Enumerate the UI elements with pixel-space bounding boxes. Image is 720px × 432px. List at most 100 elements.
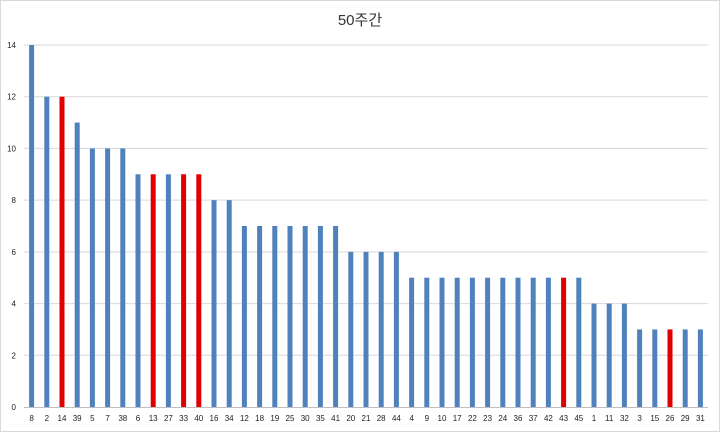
x-tick-label: 24 [498, 414, 507, 423]
x-tick-label: 2 [45, 414, 50, 423]
x-tick-label: 16 [210, 414, 219, 423]
x-tick-label: 36 [514, 414, 523, 423]
bar [89, 148, 95, 407]
bar [378, 251, 384, 407]
bar [621, 303, 627, 407]
x-tick-label: 40 [194, 414, 203, 423]
x-tick-label: 25 [286, 414, 295, 423]
bar [105, 148, 111, 407]
y-tick-label: 6 [12, 248, 17, 257]
bar [363, 251, 369, 407]
bar [530, 277, 536, 407]
x-tick-label: 29 [681, 414, 690, 423]
bar [637, 329, 643, 407]
x-tick-label: 8 [29, 414, 34, 423]
bar [348, 251, 354, 407]
x-tick-label: 13 [149, 414, 158, 423]
x-tick-label: 12 [240, 414, 249, 423]
x-tick-label: 41 [331, 414, 340, 423]
x-tick-label: 39 [73, 414, 82, 423]
x-tick-label: 3 [637, 414, 642, 423]
bar-highlighted [196, 174, 202, 407]
y-tick-label: 0 [12, 403, 17, 412]
bar [500, 277, 506, 407]
bar [317, 226, 323, 407]
x-tick-label: 20 [346, 414, 355, 423]
bar [591, 303, 597, 407]
x-tick-label: 26 [666, 414, 675, 423]
x-tick-label: 7 [105, 414, 110, 423]
bar [120, 148, 126, 407]
x-tick-label: 17 [453, 414, 462, 423]
bar [226, 200, 232, 407]
bar [652, 329, 658, 407]
x-tick-label: 32 [620, 414, 629, 423]
y-tick-label: 14 [7, 41, 16, 50]
chart-title: 50주간 [338, 12, 382, 29]
bar-highlighted [561, 277, 567, 407]
x-tick-label: 33 [179, 414, 188, 423]
x-tick-label: 38 [118, 414, 127, 423]
bar [241, 226, 247, 407]
y-tick-label: 10 [7, 144, 16, 153]
x-tick-label: 45 [574, 414, 583, 423]
bar [393, 251, 399, 407]
bar [439, 277, 445, 407]
bar [697, 329, 703, 407]
x-tick-label: 43 [559, 414, 568, 423]
bar [29, 45, 35, 407]
bar [165, 174, 171, 407]
x-tick-label: 9 [425, 414, 430, 423]
x-tick-label: 5 [90, 414, 95, 423]
x-tick-label: 1 [592, 414, 597, 423]
bar [424, 277, 430, 407]
bar [272, 226, 278, 407]
bar [485, 277, 491, 407]
bar [515, 277, 521, 407]
bar [682, 329, 688, 407]
bar [409, 277, 415, 407]
x-tick-label: 19 [270, 414, 279, 423]
bar [454, 277, 460, 407]
bar-highlighted [59, 96, 65, 407]
x-tick-label: 14 [58, 414, 67, 423]
x-tick-label: 21 [362, 414, 371, 423]
x-tick-label: 27 [164, 414, 173, 423]
bar [211, 200, 217, 407]
bar [606, 303, 612, 407]
x-tick-label: 30 [301, 414, 310, 423]
bar [302, 226, 308, 407]
x-tick-label: 44 [392, 414, 401, 423]
x-tick-label: 6 [136, 414, 141, 423]
bar [74, 122, 80, 408]
x-tick-label: 4 [409, 414, 414, 423]
x-tick-label: 18 [255, 414, 264, 423]
bar [576, 277, 582, 407]
bar-highlighted [181, 174, 187, 407]
x-tick-label: 42 [544, 414, 553, 423]
bar [545, 277, 551, 407]
x-tick-label: 23 [483, 414, 492, 423]
y-tick-label: 4 [12, 300, 17, 309]
bar [44, 96, 50, 407]
bar [333, 226, 339, 407]
bar-highlighted [667, 329, 673, 407]
x-axis-ticks: 8 2 14 39 5 7 38 6 13 27 33 40 16 34 12 18 19 25 30 35 41 20 2… [29, 414, 705, 423]
bars [29, 45, 703, 408]
bar-highlighted [150, 174, 156, 407]
x-tick-label: 35 [316, 414, 325, 423]
y-tick-label: 8 [12, 196, 17, 205]
bar [287, 226, 293, 407]
x-tick-label: 11 [605, 414, 614, 423]
x-tick-label: 37 [529, 414, 538, 423]
x-tick-label: 10 [438, 414, 447, 423]
y-tick-label: 2 [12, 351, 17, 360]
x-tick-label: 15 [650, 414, 659, 423]
y-axis-ticks: 0 2 4 6 8 10 12 14 [7, 41, 16, 412]
y-tick-label: 12 [7, 93, 16, 102]
x-tick-label: 31 [696, 414, 705, 423]
bar [469, 277, 475, 407]
x-tick-label: 34 [225, 414, 234, 423]
bar [257, 226, 263, 407]
